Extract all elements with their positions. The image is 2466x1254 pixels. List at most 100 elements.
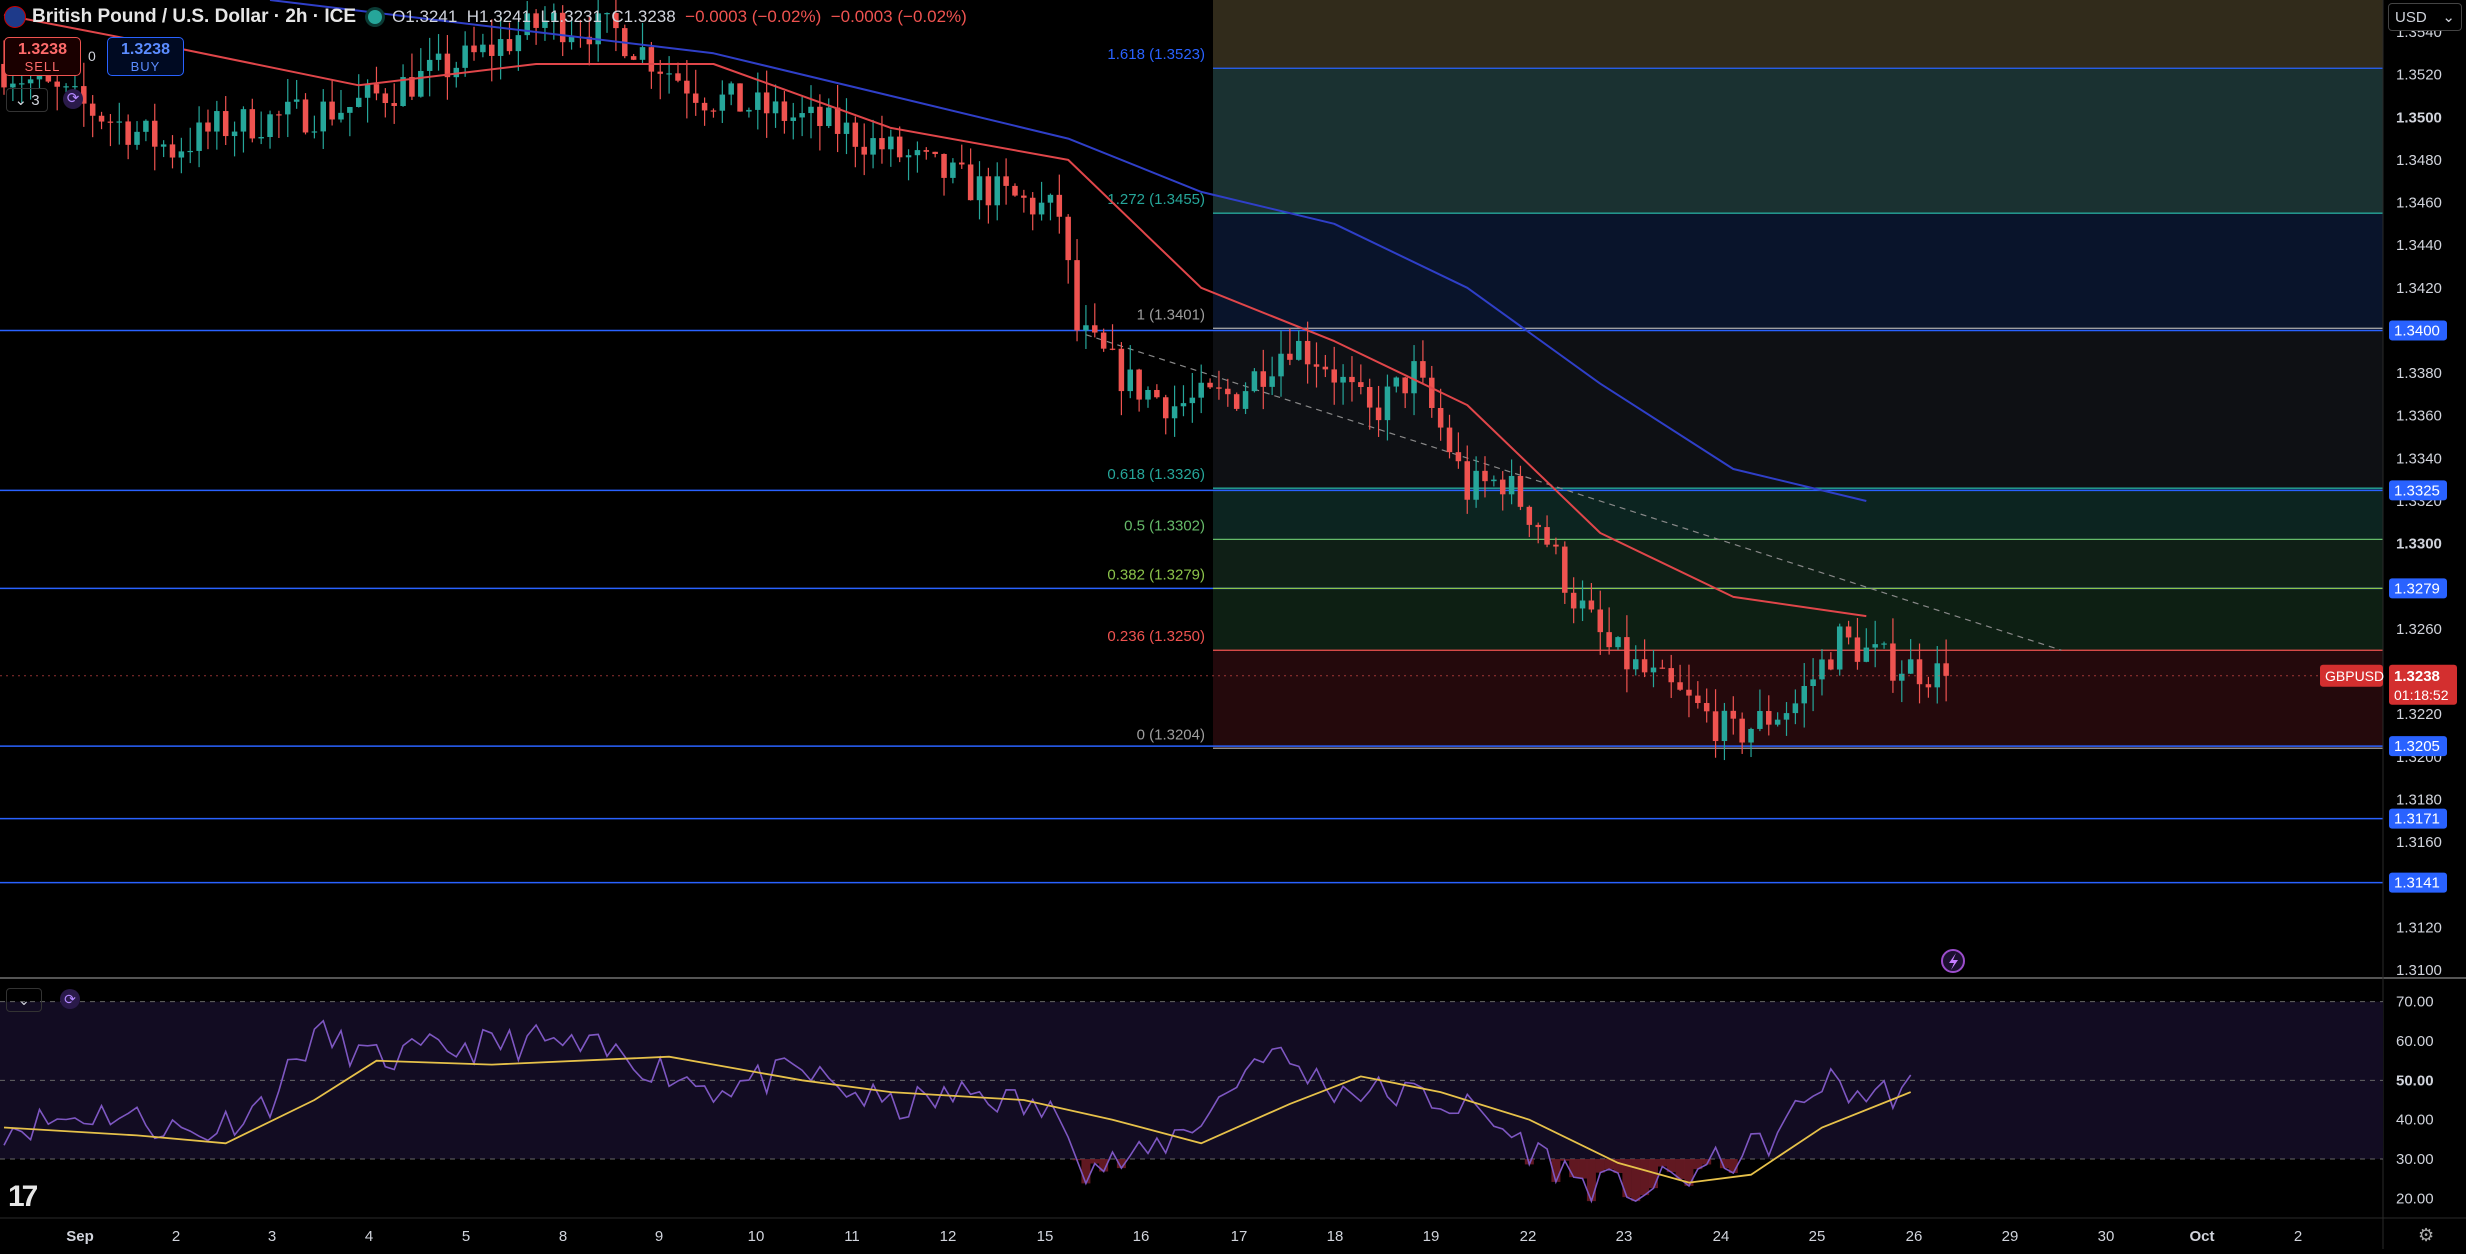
candle-body bbox=[409, 77, 415, 97]
candle-body bbox=[1650, 667, 1657, 673]
candle-body bbox=[959, 162, 965, 165]
candle-body bbox=[701, 102, 708, 111]
candle-body bbox=[1588, 600, 1595, 610]
rsi-collapse-button[interactable]: ⌄ bbox=[6, 988, 42, 1012]
candle-body bbox=[772, 101, 779, 114]
candle-body bbox=[1322, 366, 1329, 370]
candle-body bbox=[657, 71, 663, 74]
candle-body bbox=[1730, 710, 1737, 719]
candle-body bbox=[1579, 600, 1586, 609]
level-labels: 1.3400 1.3325 1.3279 1.3205 1.3171 1.3141 bbox=[2389, 320, 2447, 893]
candle-body bbox=[1242, 391, 1249, 409]
candle-body bbox=[196, 122, 202, 151]
candle-body bbox=[54, 81, 60, 87]
candle-body bbox=[1491, 479, 1497, 482]
time-tick-label: 24 bbox=[1713, 1228, 1730, 1245]
rsi-line bbox=[3, 1019, 1912, 1204]
price-tick-label: 1.3260 bbox=[2396, 621, 2442, 638]
candle-body bbox=[1801, 686, 1807, 704]
market-status-icon[interactable] bbox=[368, 10, 383, 24]
candle-body bbox=[1251, 371, 1258, 392]
fib-zone bbox=[1213, 650, 2383, 749]
candle-body bbox=[985, 176, 992, 206]
candle-body bbox=[1233, 394, 1240, 409]
candle-body bbox=[125, 121, 131, 145]
candle-body bbox=[1553, 544, 1559, 547]
sell-button[interactable]: 1.3238 SELL bbox=[4, 37, 81, 76]
fib-label: 0.618 (1.3326) bbox=[1107, 466, 1205, 483]
candle-body bbox=[1535, 524, 1541, 528]
high-value: H1.3241 bbox=[466, 7, 532, 26]
moving-averages bbox=[3, 0, 1867, 618]
fibonacci-retracement[interactable]: 1.618 (1.3523) 1.272 (1.3455) 1 (1.3401) 0.… bbox=[1107, 46, 2383, 749]
candle-body bbox=[89, 103, 96, 116]
candle-body bbox=[249, 109, 256, 139]
candle-body bbox=[790, 117, 797, 121]
indicators-count: 3 bbox=[31, 91, 40, 109]
tradingview-logo-icon[interactable]: 17 bbox=[8, 1180, 38, 1213]
candle-body bbox=[1003, 176, 1009, 186]
candle-body bbox=[435, 53, 442, 60]
rsi-axis[interactable]: 70.00 60.00 50.00 40.00 30.00 20.00 bbox=[2396, 994, 2434, 1208]
candle-body bbox=[1925, 684, 1932, 688]
candle-body bbox=[160, 144, 167, 147]
sync-icon[interactable]: ⟳ bbox=[63, 89, 83, 109]
fib-zone bbox=[1213, 68, 2383, 214]
rsi-ma-line bbox=[3, 1055, 1912, 1184]
candle-body bbox=[1384, 386, 1391, 421]
candle-body bbox=[1819, 659, 1825, 680]
trend-line[interactable] bbox=[1085, 334, 2062, 651]
fib-label: 1 (1.3401) bbox=[1137, 306, 1205, 323]
candle-body bbox=[214, 111, 220, 132]
candle-body bbox=[1402, 377, 1408, 394]
fib-label: 1.618 (1.3523) bbox=[1107, 46, 1205, 63]
candle-body bbox=[444, 53, 451, 78]
symbol-header[interactable]: British Pound / U.S. Dollar · 2h · ICE O… bbox=[0, 0, 967, 34]
candle-body bbox=[1641, 659, 1648, 673]
rsi-tick-label: 40.00 bbox=[2396, 1112, 2434, 1129]
candle-body bbox=[81, 86, 87, 104]
chevron-down-icon: ⌄ bbox=[18, 991, 30, 1008]
candle-body bbox=[1881, 643, 1887, 645]
candle-body bbox=[98, 115, 105, 122]
symbol-title[interactable]: British Pound / U.S. Dollar · 2h · ICE bbox=[32, 6, 357, 27]
candle-body bbox=[205, 122, 211, 132]
fib-zone bbox=[1213, 488, 2383, 540]
time-tick-label: 2 bbox=[172, 1228, 180, 1245]
currency-select[interactable]: USD ⌄ bbox=[2388, 3, 2462, 31]
rsi-pane[interactable] bbox=[0, 1001, 2383, 1204]
candle-body bbox=[36, 73, 43, 80]
candle-body bbox=[1739, 718, 1745, 743]
candles bbox=[1, 0, 1949, 761]
candle-body bbox=[18, 83, 25, 85]
fib-label: 0.5 (1.3302) bbox=[1124, 517, 1205, 534]
fib-label: 1.272 (1.3455) bbox=[1107, 191, 1205, 208]
price-tick-label: 1.3440 bbox=[2396, 237, 2442, 254]
rsi-sync-icon[interactable]: ⟳ bbox=[60, 989, 80, 1009]
ma-slow-line bbox=[269, 0, 1867, 502]
candle-body bbox=[1774, 719, 1781, 725]
level-label-bg bbox=[2389, 872, 2447, 893]
candle-body bbox=[1092, 325, 1098, 333]
indicators-toggle-button[interactable]: ⌄ 3 bbox=[6, 88, 48, 112]
rsi-tick-label: 60.00 bbox=[2396, 1033, 2434, 1050]
candle-body bbox=[825, 107, 832, 127]
price-tick-label: 1.3180 bbox=[2396, 791, 2442, 808]
level-label: 1.3279 bbox=[2394, 580, 2440, 597]
candle-body bbox=[143, 120, 149, 132]
candle-body bbox=[1446, 427, 1453, 453]
candle-body bbox=[1473, 470, 1479, 500]
buy-button[interactable]: 1.3238 BUY bbox=[107, 37, 184, 76]
candle-body bbox=[1145, 389, 1151, 400]
lightning-icon[interactable] bbox=[1941, 949, 1965, 973]
candle-body bbox=[1757, 711, 1763, 729]
candle-body bbox=[231, 131, 238, 137]
candle-body bbox=[400, 77, 406, 107]
candle-body bbox=[1570, 592, 1577, 609]
price-axis[interactable]: 1.35401.35201.35001.34801.34601.34401.34… bbox=[2396, 24, 2442, 979]
time-axis[interactable]: Sep 2 3 4 5 8 9 10 11 12 15 16 17 18 19 22 23 24 25 26 29 30 O… bbox=[66, 1228, 2302, 1245]
gear-icon[interactable]: ⚙ bbox=[2418, 1225, 2435, 1245]
candle-body bbox=[506, 39, 513, 52]
